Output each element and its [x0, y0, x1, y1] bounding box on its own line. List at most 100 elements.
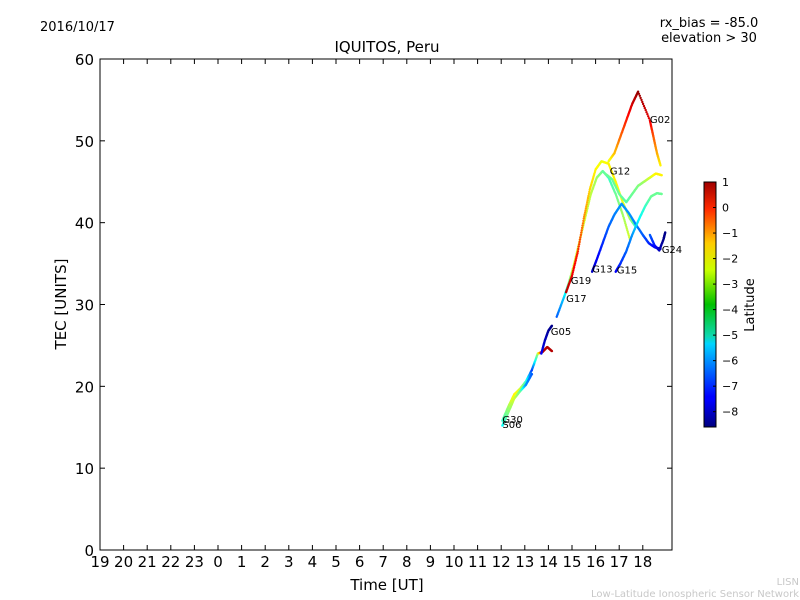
- y-tick-label: 0: [84, 542, 94, 560]
- x-tick-label: 9: [426, 553, 436, 571]
- colorbar-tick-label: −5: [722, 329, 738, 342]
- colorbar-tick-label: 0: [722, 202, 729, 215]
- plot-area: [99, 58, 673, 551]
- x-tick-label: 16: [586, 553, 605, 571]
- y-tick-label: 30: [75, 297, 94, 315]
- data-point: [581, 224, 584, 227]
- data-point: [579, 236, 582, 239]
- x-tick-label: 22: [161, 553, 180, 571]
- x-tick-label: 14: [539, 553, 558, 571]
- data-point: [577, 245, 580, 248]
- data-marks: [501, 90, 667, 427]
- data-point: [585, 205, 588, 208]
- data-point: [578, 243, 581, 246]
- data-point: [579, 233, 583, 237]
- data-point: [588, 190, 591, 194]
- colorbar-tick-label: −6: [722, 355, 738, 368]
- x-axis-label: Time [UT]: [349, 576, 423, 594]
- data-point: [625, 227, 628, 230]
- data-point: [586, 201, 589, 204]
- x-tick-label: 3: [284, 553, 294, 571]
- colorbar-tick-label: −4: [722, 304, 738, 317]
- x-tick-label: 4: [308, 553, 318, 571]
- data-point: [550, 324, 554, 327]
- data-point: [578, 238, 582, 241]
- data-point: [645, 111, 648, 114]
- x-tick-label: 12: [492, 553, 511, 571]
- x-tick-label: 0: [213, 553, 223, 571]
- data-point: [570, 274, 574, 278]
- data-point: [580, 229, 583, 232]
- x-tick-label: 15: [562, 553, 581, 571]
- series-G12: [603, 172, 663, 204]
- data-point: [643, 106, 646, 110]
- y-tick-label: 20: [75, 378, 94, 396]
- data-point: [644, 108, 647, 112]
- series-G24: [648, 231, 667, 252]
- series-G15: [614, 192, 663, 273]
- data-point: [587, 194, 590, 198]
- data-point: [589, 194, 592, 197]
- data-point: [576, 250, 580, 253]
- data-point: [584, 209, 587, 212]
- colorbar-tick-label: −1: [722, 227, 738, 240]
- data-point: [638, 94, 641, 98]
- x-tick-label: 1: [237, 553, 247, 571]
- colorbar-ticks: 1 0 −1 −2 −3 −4 −5 −6 −7 −8: [713, 176, 738, 419]
- x-tick-label: 18: [633, 553, 652, 571]
- satellite-label: G19: [571, 276, 591, 287]
- y-axis: 0 10 20 30 40 50 60: [75, 51, 672, 560]
- rx-bias-label: rx_bias = -85.0: [660, 16, 759, 31]
- series-G06: [501, 372, 534, 427]
- data-point: [577, 247, 580, 251]
- data-point: [585, 203, 588, 206]
- x-tick-label: 19: [90, 553, 109, 571]
- colorbar: [703, 181, 717, 428]
- x-tick-label: 5: [331, 553, 341, 571]
- x-tick-label: 7: [378, 553, 388, 571]
- colorbar-label: Latitude: [743, 278, 758, 332]
- data-point: [586, 196, 590, 200]
- data-point: [642, 104, 646, 108]
- data-point: [572, 269, 575, 272]
- data-point: [623, 218, 626, 221]
- data-point: [647, 115, 650, 118]
- x-tick-label: 13: [515, 553, 534, 571]
- colorbar-tick-label: −2: [722, 253, 738, 266]
- series-G02: [607, 90, 662, 167]
- date-label: 2016/10/17: [40, 20, 115, 35]
- series-G30: [501, 345, 554, 422]
- x-tick-label: 20: [114, 553, 133, 571]
- data-point: [627, 234, 630, 237]
- data-point: [530, 372, 534, 376]
- data-point: [578, 240, 581, 244]
- data-point: [571, 271, 574, 274]
- data-point: [660, 192, 663, 196]
- data-point: [659, 164, 662, 167]
- satellite-label: G12: [610, 166, 630, 177]
- x-tick-label: 11: [468, 553, 487, 571]
- data-point: [641, 100, 644, 104]
- x-tick-label: 17: [610, 553, 629, 571]
- y-tick-label: 10: [75, 460, 94, 478]
- data-point: [647, 117, 651, 120]
- x-tick-label: 23: [185, 553, 204, 571]
- data-point: [576, 251, 579, 255]
- data-point: [626, 230, 629, 234]
- x-tick-label: 21: [138, 553, 157, 571]
- x-tick-label: 6: [355, 553, 365, 571]
- data-point: [573, 262, 577, 265]
- colorbar-tick-label: −7: [722, 380, 738, 393]
- x-axis: 19 20 21 22 23 0 1 2 3 4 5 6 7 8 9 10 11 12 13 14 15 16 17 18: [90, 59, 652, 571]
- data-point: [660, 174, 663, 177]
- data-point: [584, 207, 588, 210]
- data-point: [575, 255, 578, 258]
- data-point: [580, 231, 583, 234]
- data-point: [583, 215, 586, 218]
- x-tick-label: 2: [260, 553, 270, 571]
- watermark-lisn: LISN: [777, 577, 799, 588]
- colorbar-tick-label: −8: [722, 406, 738, 419]
- data-point: [640, 98, 643, 102]
- data-point: [622, 215, 625, 218]
